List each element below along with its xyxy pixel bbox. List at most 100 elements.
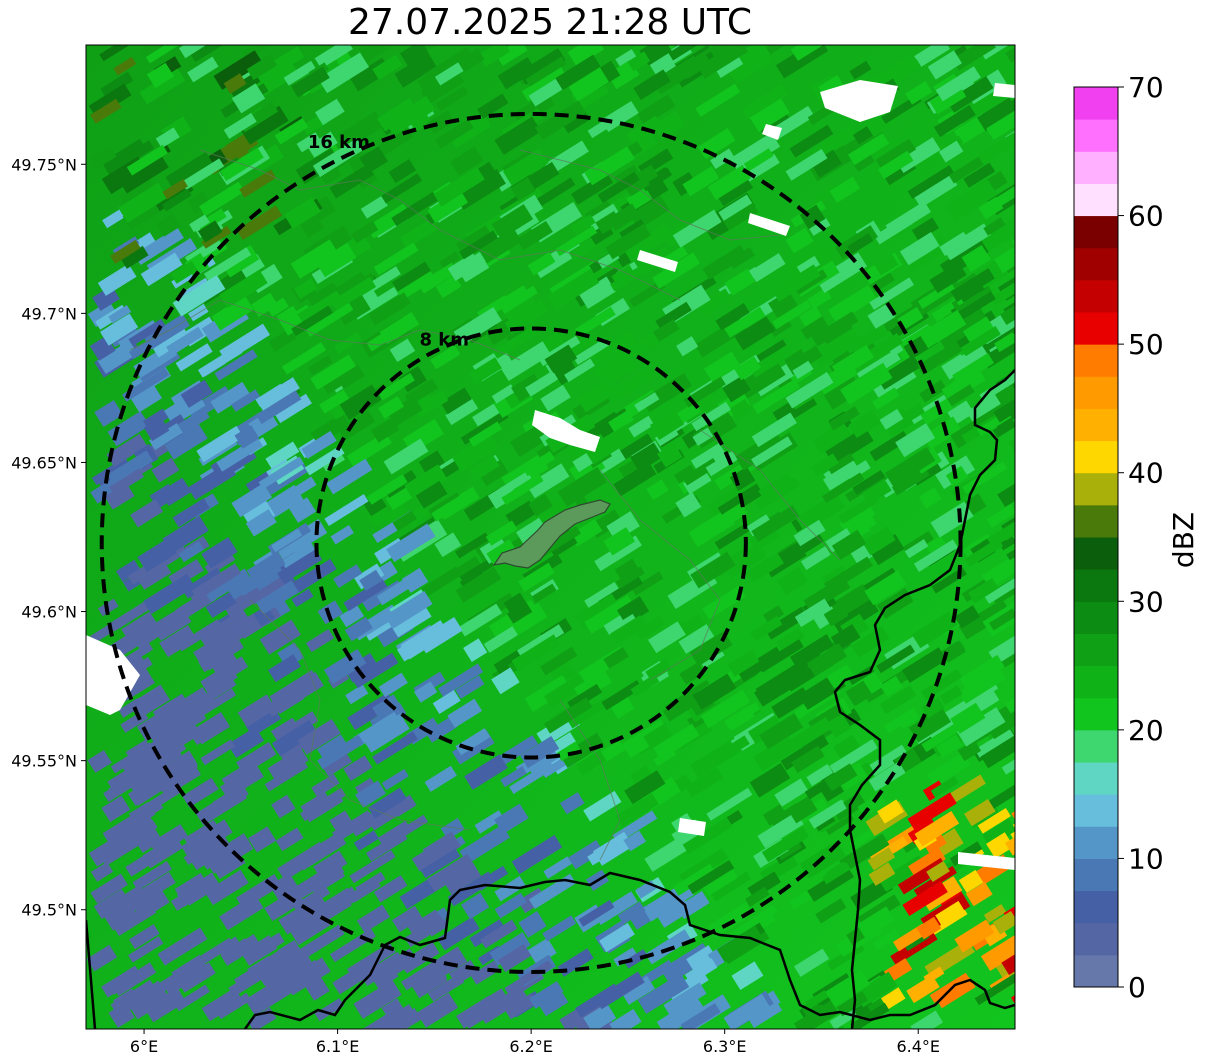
reflectivity-cell bbox=[594, 971, 645, 1010]
reflectivity-cell bbox=[912, 171, 958, 208]
reflectivity-cell bbox=[722, 375, 751, 403]
reflectivity-cell bbox=[504, 993, 537, 1020]
reflectivity-cell bbox=[919, 309, 967, 349]
reflectivity-cell bbox=[213, 50, 264, 90]
reflectivity-cell bbox=[109, 600, 152, 631]
reflectivity-cell bbox=[731, 961, 764, 990]
reflectivity-cell bbox=[950, 287, 996, 323]
lat-tick-label: 49.55°N bbox=[11, 752, 77, 771]
reflectivity-cell bbox=[144, 987, 187, 1023]
reflectivity-cell bbox=[88, 83, 132, 118]
reflectivity-cell bbox=[617, 901, 646, 925]
reflectivity-cell bbox=[201, 537, 238, 569]
reflectivity-cell bbox=[237, 694, 276, 728]
reflectivity-cell bbox=[478, 459, 509, 487]
reflectivity-cell bbox=[914, 811, 960, 847]
reflectivity-cell bbox=[785, 372, 834, 409]
reflectivity-cell bbox=[420, 69, 465, 105]
reflectivity-cell bbox=[707, 164, 751, 201]
reflectivity-cell bbox=[512, 473, 544, 498]
reflectivity-cell bbox=[113, 56, 137, 76]
reflectivity-cell bbox=[118, 182, 168, 223]
no-data-patch bbox=[678, 818, 706, 836]
no-data-patch bbox=[958, 852, 1015, 870]
reflectivity-cell bbox=[139, 68, 186, 105]
reflectivity-cell bbox=[874, 215, 913, 245]
reflectivity-cell bbox=[987, 702, 1015, 740]
reflectivity-cell bbox=[922, 416, 962, 450]
reflectivity-cell bbox=[497, 943, 532, 973]
reflectivity-cell bbox=[584, 146, 635, 186]
reflectivity-cell bbox=[391, 606, 432, 638]
reflectivity-cell bbox=[853, 999, 876, 1019]
reflectivity-cell bbox=[399, 941, 440, 974]
reflectivity-cell bbox=[965, 881, 993, 907]
reflectivity-cell bbox=[687, 859, 735, 895]
reflectivity-cell bbox=[785, 227, 814, 254]
reflectivity-cell bbox=[320, 367, 351, 395]
range-ring-label: 16 km bbox=[308, 132, 370, 153]
reflectivity-cell bbox=[877, 150, 914, 180]
reflectivity-cell bbox=[607, 203, 640, 231]
reflectivity-cell bbox=[913, 539, 958, 572]
reflectivity-cell bbox=[826, 664, 855, 689]
reflectivity-cell bbox=[559, 792, 585, 815]
reflectivity-cell bbox=[196, 208, 227, 233]
reflectivity-cell bbox=[161, 188, 192, 212]
reflectivity-cell bbox=[867, 303, 896, 330]
reflectivity-cell bbox=[314, 998, 345, 1022]
reflectivity-cell bbox=[99, 313, 139, 346]
reflectivity-cell bbox=[87, 300, 118, 328]
reflectivity-cell bbox=[186, 45, 239, 63]
reflectivity-cell bbox=[867, 55, 916, 91]
reflectivity-cell bbox=[132, 860, 172, 891]
reflectivity-cell bbox=[960, 326, 1001, 357]
reflectivity-cell bbox=[315, 242, 357, 278]
reflectivity-cell bbox=[908, 707, 951, 743]
reflectivity-cell bbox=[724, 735, 750, 757]
reflectivity-cell bbox=[649, 409, 685, 440]
reflectivity-cell bbox=[99, 45, 143, 62]
reflectivity-cell bbox=[543, 856, 572, 879]
reflectivity-cell bbox=[881, 987, 906, 1010]
reflectivity-cell bbox=[204, 869, 249, 906]
latitude-axis: 49.75°N 49.7°N 49.65°N 49.6°N 49.55°N 49.5°N bbox=[11, 155, 86, 920]
reflectivity-cell bbox=[120, 710, 149, 733]
reflectivity-cell bbox=[295, 924, 345, 961]
reflectivity-cell bbox=[625, 175, 650, 197]
reflectivity-cell bbox=[930, 501, 974, 538]
reflectivity-cell bbox=[269, 873, 299, 901]
reflectivity-cell bbox=[401, 567, 429, 593]
reflectivity-cell bbox=[153, 735, 187, 764]
colorbar-band bbox=[1074, 762, 1118, 795]
reflectivity-cell bbox=[474, 810, 505, 834]
reflectivity-cell bbox=[935, 977, 976, 1009]
reflectivity-cell bbox=[528, 493, 553, 517]
reflectivity-cell bbox=[569, 518, 603, 547]
reflectivity-cell bbox=[913, 865, 957, 898]
reflectivity-cell bbox=[363, 494, 387, 517]
reflectivity-cell bbox=[848, 409, 881, 438]
reflectivity-cell bbox=[391, 191, 439, 227]
colorbar-band bbox=[1074, 247, 1118, 281]
reflectivity-cell bbox=[494, 116, 542, 155]
reflectivity-cell bbox=[289, 497, 317, 523]
reflectivity-cell bbox=[332, 956, 383, 995]
colorbar: 0 10 20 30 40 50 60 70 bbox=[1073, 71, 1164, 1004]
colorbar-band bbox=[1074, 504, 1118, 538]
reflectivity-cell bbox=[974, 727, 1015, 758]
reflectivity-cell bbox=[675, 492, 702, 518]
reflectivity-cell bbox=[281, 542, 317, 571]
colorbar-band bbox=[1074, 344, 1118, 377]
reflectivity-cell bbox=[923, 832, 947, 854]
longitude-axis: 6°E 6.1°E 6.2°E 6.3°E 6.4°E bbox=[130, 1029, 940, 1056]
lat-tick-label: 49.65°N bbox=[11, 453, 77, 472]
reflectivity-cell bbox=[267, 654, 301, 683]
colorbar-tick-label: 50 bbox=[1128, 328, 1164, 361]
reflectivity-cell bbox=[205, 568, 251, 603]
reflectivity-cell bbox=[811, 311, 859, 347]
reflectivity-cell bbox=[684, 958, 718, 985]
reflectivity-cell bbox=[360, 195, 388, 219]
reflectivity-cell bbox=[177, 619, 223, 652]
reflectivity-cell bbox=[1011, 81, 1015, 116]
